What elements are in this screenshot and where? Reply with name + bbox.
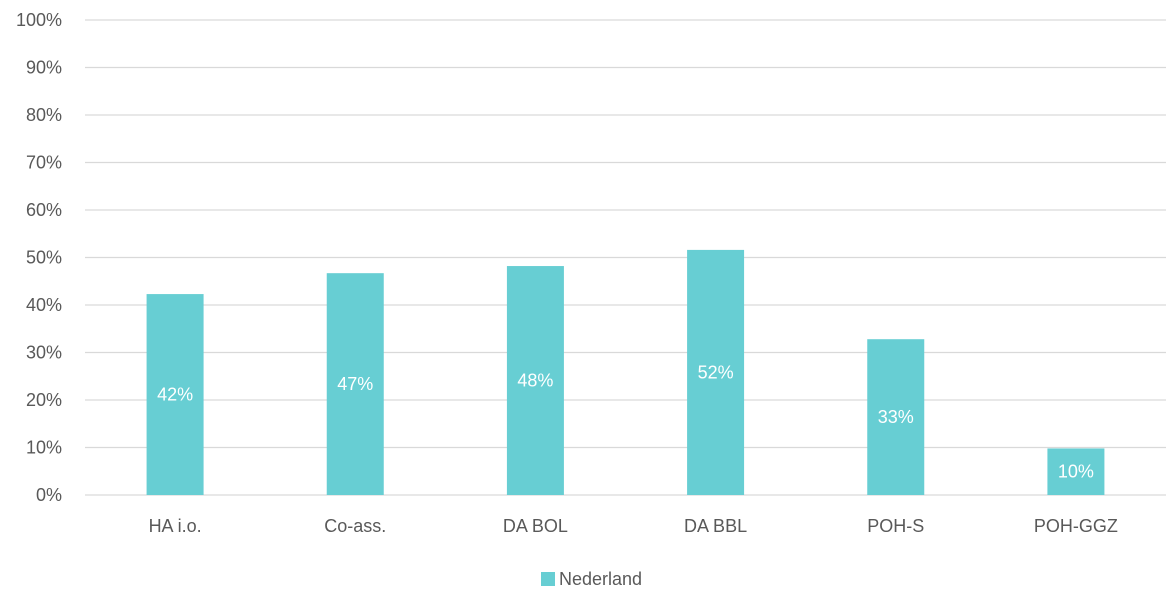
x-axis: HA i.o. Co-ass. DA BOL DA BBL POH-S POH-GGZ: [149, 516, 1118, 536]
y-tick-label: 0%: [36, 485, 62, 505]
legend-swatch-nederland: [541, 572, 555, 586]
x-tick-label: HA i.o.: [149, 516, 202, 536]
bar: [687, 249, 745, 495]
bar: [506, 266, 564, 495]
x-tick-label: DA BBL: [684, 516, 747, 536]
x-tick-label: DA BOL: [503, 516, 568, 536]
y-axis: 0% 10% 20% 30% 40% 50% 60% 70% 80% 90% 100%: [16, 10, 62, 505]
gridlines: [85, 19, 1166, 496]
data-label: 42%: [157, 385, 193, 405]
legend-label-nederland: Nederland: [559, 569, 642, 589]
bar: [146, 294, 204, 495]
y-tick-label: 100%: [16, 10, 62, 30]
y-tick-label: 80%: [26, 105, 62, 125]
y-tick-label: 50%: [26, 248, 62, 268]
y-tick-label: 10%: [26, 438, 62, 458]
bar: [326, 273, 384, 495]
bar: [867, 339, 925, 495]
x-tick-label: Co-ass.: [324, 516, 386, 536]
data-label: 33%: [878, 407, 914, 427]
bars: 42% 47% 48% 52% 33% 10%: [146, 249, 1105, 495]
y-tick-label: 90%: [26, 58, 62, 78]
data-label: 47%: [337, 374, 373, 394]
y-tick-label: 20%: [26, 390, 62, 410]
y-tick-label: 40%: [26, 295, 62, 315]
y-tick-label: 60%: [26, 200, 62, 220]
x-tick-label: POH-GGZ: [1034, 516, 1118, 536]
y-tick-label: 30%: [26, 343, 62, 363]
data-label: 48%: [517, 371, 553, 391]
legend: Nederland: [541, 569, 642, 589]
data-label: 52%: [698, 362, 734, 382]
data-label: 10%: [1058, 462, 1094, 482]
y-tick-label: 70%: [26, 153, 62, 173]
x-tick-label: POH-S: [867, 516, 924, 536]
bar: [1047, 448, 1105, 495]
